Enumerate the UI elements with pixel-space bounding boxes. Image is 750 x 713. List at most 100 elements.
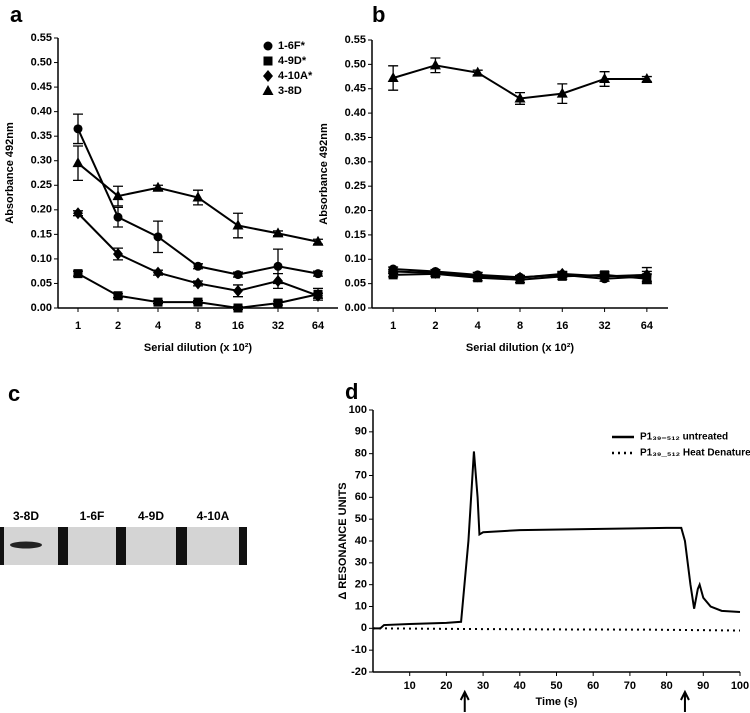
lane-label: 4-10A <box>197 509 230 523</box>
legend-label: 4-10A* <box>278 70 313 82</box>
y-tick-label: 0.05 <box>345 278 366 290</box>
marker <box>73 207 83 220</box>
blot-band <box>10 541 42 549</box>
x-tick-label: 90 <box>697 680 709 692</box>
marker <box>112 190 124 201</box>
y-tick-label: 0.35 <box>345 131 366 143</box>
arrow <box>680 689 690 712</box>
marker <box>430 266 441 279</box>
y-tick-label: 0.40 <box>31 106 52 118</box>
x-axis-title: Serial dilution (x 10²) <box>144 342 253 354</box>
lane-divider <box>116 527 126 565</box>
marker <box>153 266 163 279</box>
marker <box>193 297 203 307</box>
marker <box>233 270 243 280</box>
lane-divider <box>0 527 4 565</box>
x-tick-label: 4 <box>155 320 162 332</box>
legend-marker <box>262 85 274 95</box>
lane-label: 1-6F <box>80 509 105 523</box>
marker <box>641 268 652 281</box>
marker <box>429 59 441 70</box>
x-tick-label: 40 <box>514 680 526 692</box>
y-tick-label: 0.10 <box>345 253 366 265</box>
y-tick-label: 0.50 <box>31 56 52 68</box>
y-tick-label: -20 <box>351 666 367 678</box>
marker <box>313 269 323 279</box>
y-tick-label: 0.30 <box>345 156 366 168</box>
marker <box>113 212 123 222</box>
y-tick-label: 0.55 <box>345 34 366 46</box>
y-tick-label: 90 <box>355 426 367 438</box>
marker <box>193 277 203 290</box>
x-tick-label: 1 <box>390 320 396 332</box>
marker <box>472 270 483 283</box>
y-tick-label: 0.40 <box>345 107 366 119</box>
panel-label: c <box>8 381 20 406</box>
y-tick-label: 0.15 <box>345 229 366 241</box>
legend-label: P1₃₉_₅₁₂ Heat Denatured <box>640 448 750 459</box>
marker <box>273 261 283 271</box>
y-tick-label: 0.55 <box>31 32 52 44</box>
y-tick-label: 0.45 <box>345 83 366 95</box>
y-tick-label: 30 <box>355 557 367 569</box>
y-tick-label: 0.15 <box>31 228 52 240</box>
x-tick-label: 32 <box>272 320 284 332</box>
marker <box>113 291 123 301</box>
x-axis-title: Serial dilution (x 10²) <box>466 342 575 354</box>
marker <box>557 267 568 280</box>
marker <box>515 271 525 284</box>
y-tick-label: 10 <box>355 600 367 612</box>
chart-panel: 0.00 0.05 0.10 0.15 0.20 0.25 0.30 0.35 0.40 0.45… <box>318 34 668 354</box>
marker <box>387 72 399 83</box>
y-tick-label: -10 <box>351 644 367 656</box>
legend-marker <box>263 41 273 51</box>
x-tick-label: 100 <box>731 680 749 692</box>
y-tick-label: 0 <box>361 622 367 634</box>
panel-label: a <box>10 2 23 27</box>
x-tick-label: 50 <box>550 680 562 692</box>
marker <box>272 227 284 238</box>
lane-divider <box>239 527 247 565</box>
x-tick-label: 10 <box>404 680 416 692</box>
marker <box>153 232 163 242</box>
marker <box>472 66 484 77</box>
series-line <box>373 451 741 630</box>
y-tick-label: 0.30 <box>31 155 52 167</box>
y-tick-label: 0.10 <box>31 253 52 265</box>
marker <box>152 181 164 192</box>
y-axis-title: Absorbance 492nm <box>4 122 16 224</box>
marker <box>73 124 83 134</box>
y-tick-label: 100 <box>349 404 367 416</box>
x-tick-label: 30 <box>477 680 489 692</box>
series-line <box>372 627 741 632</box>
marker <box>312 235 324 246</box>
y-tick-label: 0.45 <box>31 81 52 93</box>
marker <box>556 87 568 98</box>
x-tick-label: 20 <box>440 680 452 692</box>
x-tick-label: 32 <box>598 320 610 332</box>
marker <box>388 265 399 278</box>
y-tick-label: 80 <box>355 448 367 460</box>
panel-label: b <box>372 2 385 27</box>
y-tick-label: 0.05 <box>31 277 52 289</box>
lane-label: 3-8D <box>13 509 39 523</box>
x-tick-label: 8 <box>195 320 201 332</box>
x-tick-label: 64 <box>312 320 325 332</box>
y-axis-title: Δ RESONANCE UNITS <box>337 482 349 599</box>
y-tick-label: 50 <box>355 513 367 525</box>
x-tick-label: 60 <box>587 680 599 692</box>
chart-panel: 0.00 0.05 0.10 0.15 0.20 0.25 0.30 0.35 0.40 0.45… <box>4 32 338 354</box>
y-tick-label: 40 <box>355 535 367 547</box>
x-axis-title: Time (s) <box>536 696 578 708</box>
y-tick-label: 60 <box>355 491 367 503</box>
marker <box>599 72 611 83</box>
legend-label: 4-9D* <box>278 55 307 67</box>
x-tick-label: 2 <box>432 320 438 332</box>
marker <box>73 269 83 279</box>
y-tick-label: 0.00 <box>345 302 366 314</box>
x-tick-label: 70 <box>624 680 636 692</box>
lane-label: 4-9D <box>138 509 164 523</box>
marker <box>514 92 526 103</box>
marker <box>113 248 123 260</box>
lane-divider <box>176 527 187 565</box>
